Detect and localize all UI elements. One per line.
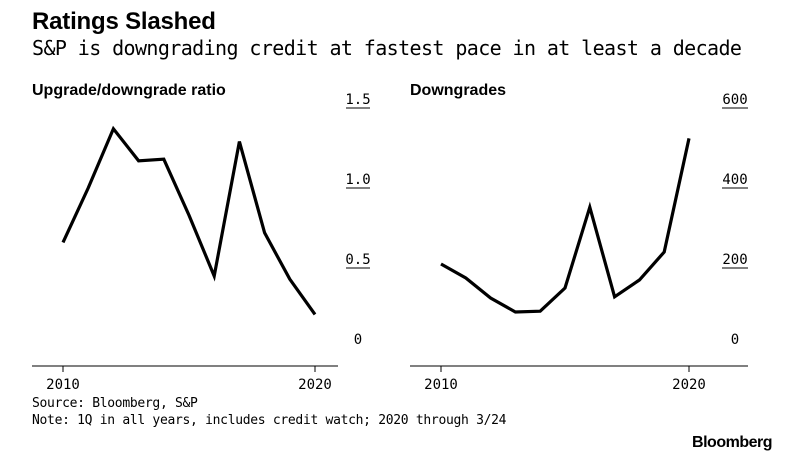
panel-title-ratio: Upgrade/downgrade ratio — [32, 82, 226, 99]
bloomberg-logo: Bloomberg — [692, 434, 772, 451]
x-tick-label-ratio: 2020 — [298, 377, 332, 393]
y-tick-label-downgrades: 400 — [722, 172, 747, 188]
source-note: Source: Bloomberg, S&P — [32, 396, 198, 411]
y-tick-label-downgrades: 600 — [722, 92, 747, 108]
y-tick-label-downgrades: 0 — [731, 332, 739, 348]
footnote: Note: 1Q in all years, includes credit w… — [32, 413, 507, 428]
y-tick-label-ratio: 1.0 — [345, 172, 370, 188]
y-tick-label-ratio: 0.5 — [345, 252, 370, 268]
x-tick-label-ratio: 2010 — [46, 377, 80, 393]
x-tick-label-downgrades: 2020 — [672, 377, 706, 393]
series-line-downgrades — [440, 138, 691, 314]
y-tick-label-ratio: 1.5 — [345, 92, 370, 108]
chart-title: Ratings Slashed — [32, 8, 216, 35]
panel-title-downgrades: Downgrades — [410, 82, 507, 99]
y-tick-label-ratio: 0 — [354, 332, 362, 348]
chart-subtitle: S&P is downgrading credit at fastest pac… — [32, 36, 742, 60]
series-line-ratio — [61, 125, 317, 316]
x-tick-label-downgrades: 2010 — [424, 377, 458, 393]
y-tick-label-downgrades: 200 — [722, 252, 747, 268]
